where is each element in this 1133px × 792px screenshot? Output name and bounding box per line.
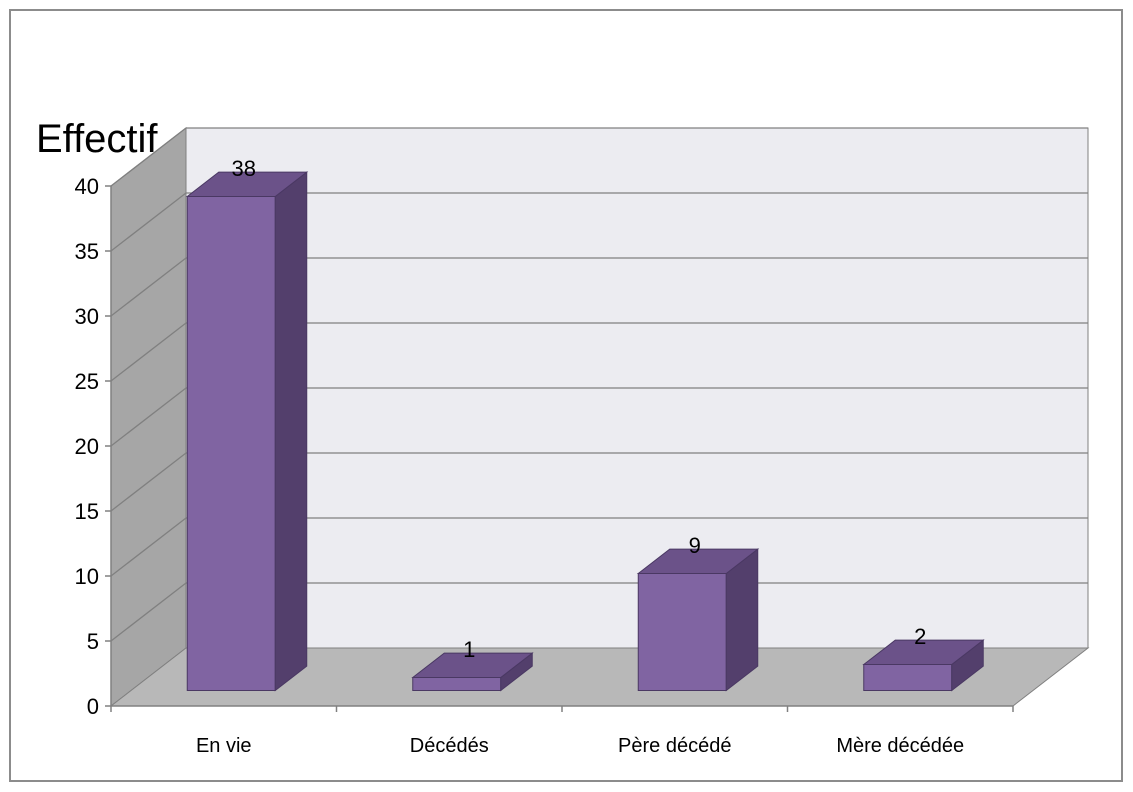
bar-front [186, 196, 276, 692]
data-label: 9 [689, 533, 701, 558]
bar-front [637, 573, 727, 692]
category-labels: En vie Décédés Père décédé Mère décédée [196, 735, 964, 757]
gridline-side [110, 582, 187, 642]
bar-front [412, 677, 502, 692]
bar-top [185, 171, 309, 198]
gridline-side [110, 127, 187, 187]
category-label: Décédés [410, 735, 489, 757]
y-tick-label: 20 [75, 434, 99, 459]
y-tick-label: 35 [75, 239, 99, 264]
bar-top [636, 548, 760, 575]
y-tick-label: 25 [75, 369, 99, 394]
category-label: En vie [196, 735, 252, 757]
gridline-side [110, 322, 187, 382]
category-label: Père décédé [618, 735, 731, 757]
y-tick-label: 5 [87, 629, 99, 654]
bars [185, 171, 985, 692]
data-label: 1 [463, 637, 475, 662]
gridline-side [110, 192, 187, 252]
y-tick-label: 15 [75, 499, 99, 524]
y-tick-labels: 0 5 10 15 20 25 30 35 40 [75, 174, 99, 719]
category-label: Mère décédée [836, 735, 964, 757]
y-tick-label: 10 [75, 564, 99, 589]
y-tick-label: 0 [87, 694, 99, 719]
bar-front [863, 664, 953, 692]
gridline-side [110, 257, 187, 317]
axes [105, 185, 1014, 712]
data-label: 2 [914, 624, 926, 649]
data-label: 38 [232, 156, 256, 181]
y-tick-label: 30 [75, 304, 99, 329]
y-axis-title: Effectif [36, 117, 158, 161]
y-tick-label: 40 [75, 174, 99, 199]
gridlines [110, 127, 1088, 642]
gridline-side [110, 387, 187, 447]
bar-top [411, 652, 534, 679]
bar-side [274, 171, 308, 692]
gridline-side [110, 517, 187, 577]
gridline-side [110, 452, 187, 512]
data-labels: 38 1 9 2 [232, 156, 927, 662]
bar-top [862, 639, 985, 666]
